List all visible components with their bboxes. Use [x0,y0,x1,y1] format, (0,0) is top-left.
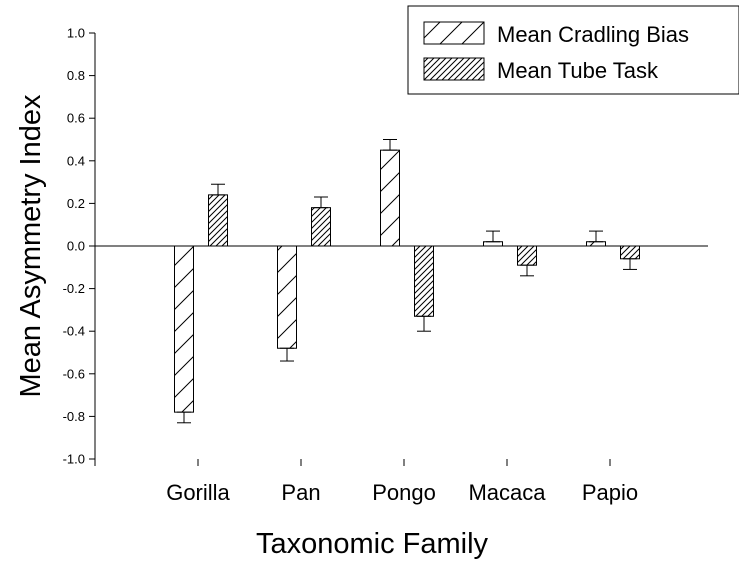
bar [277,245,297,349]
axes [94,33,708,459]
error-bar [486,230,500,243]
bar [517,245,537,266]
error-bar [177,411,191,424]
error-bar [623,258,637,270]
bar [483,241,503,247]
y-tick-label: -0.8 [63,409,85,424]
y-tick-label: 0.6 [67,111,85,126]
bars [174,139,640,424]
y-axis-title: Mean Asymmetry Index [15,94,47,397]
bar [311,207,331,247]
x-tick-label: Macaca [468,480,546,505]
x-tick-label: Pan [281,480,320,505]
legend-swatch-tube [423,57,485,81]
bar [586,241,606,247]
legend-label-tube: Mean Tube Task [497,58,659,83]
bar [414,245,434,317]
y-tick-label: -0.2 [63,281,85,296]
legend: Mean Cradling Bias Mean Tube Task [407,5,739,95]
error-bar [280,347,294,362]
y-axis: -1.0 -0.8 -0.6 -0.4 -0.2 0.0 0.2 0.4 0.6 0.8 1.0 [63,26,95,467]
error-bar [211,183,225,196]
bar [620,245,640,260]
legend-label-cradling: Mean Cradling Bias [497,22,689,47]
x-tick-label: Gorilla [166,480,230,505]
error-bar [589,230,603,243]
x-axis: Gorilla Pan Pongo Macaca Papio [94,459,638,505]
x-tick-label: Papio [582,480,638,505]
y-tick-label: 0.8 [67,68,85,83]
error-bar [314,196,328,209]
x-axis-title: Taxonomic Family [256,528,489,560]
bar [380,149,400,247]
y-tick-label: 0.2 [67,196,85,211]
error-bar [520,264,534,277]
legend-swatch-cradling [423,21,485,45]
y-tick-label: -0.6 [63,366,85,381]
bar [208,194,228,247]
y-tick-label: 0.0 [67,239,85,254]
bar [174,245,194,413]
error-bar [417,315,431,332]
y-tick-label: 0.4 [67,153,85,168]
y-tick-label: -0.4 [63,324,85,339]
error-bar [383,139,397,151]
y-tick-label: 1.0 [67,26,85,41]
x-tick-label: Pongo [372,480,436,505]
y-tick-label: -1.0 [63,452,85,467]
